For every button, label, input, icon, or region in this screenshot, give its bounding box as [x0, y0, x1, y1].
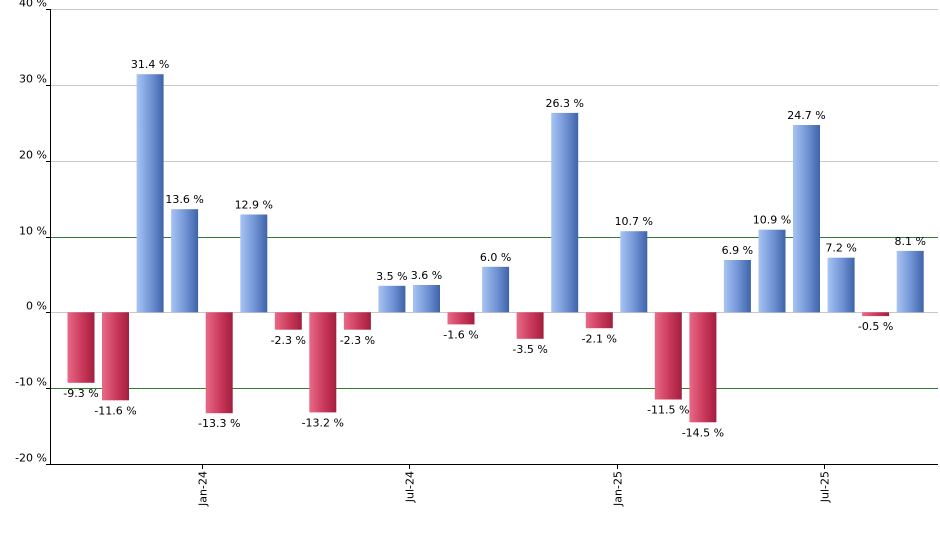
data-label: -2.3 %	[271, 334, 306, 347]
bar-positive	[896, 250, 924, 313]
data-label: 24.7 %	[787, 109, 825, 122]
data-label: 3.5 %	[376, 270, 407, 283]
data-label: 8.1 %	[894, 235, 925, 248]
data-label: -9.3 %	[63, 387, 98, 400]
x-tick-label: Jan-25	[612, 471, 625, 507]
data-label: 12.9 %	[235, 199, 273, 212]
data-labels: -9.3 % -11.6 % 31.4 % 13.6 % -13.3 % 12.9 % -2…	[63, 58, 926, 439]
data-label: -14.5 %	[682, 426, 724, 439]
bar-negative	[585, 312, 613, 329]
data-label: 6.0 %	[480, 251, 511, 264]
data-label: -13.2 %	[302, 416, 344, 429]
bar-positive	[551, 112, 579, 313]
data-label: 10.9 %	[753, 214, 791, 227]
data-label: -2.3 %	[340, 334, 375, 347]
data-label: 31.4 %	[131, 58, 169, 71]
data-label: -2.1 %	[582, 332, 617, 345]
x-tick-label: Jul-25	[819, 471, 832, 503]
bar-positive	[136, 74, 164, 313]
y-tick-label: 10 %	[19, 225, 47, 238]
data-label: 6.9 %	[722, 244, 753, 257]
y-tick-label: -20 %	[15, 452, 47, 465]
bar-negative	[274, 312, 302, 330]
bar-positive	[482, 266, 510, 313]
axes: 40 % 30 % 20 % 10 % 0 % -10 % -20 % Jan-24 Jul-2…	[15, 0, 938, 507]
data-label: 13.6 %	[165, 193, 203, 206]
x-tick-label: Jan-24	[197, 471, 210, 507]
bar-positive	[793, 125, 820, 313]
data-label: 10.7 %	[615, 215, 653, 228]
bar-positive	[171, 209, 199, 313]
bar-negative	[447, 312, 475, 325]
y-tick-label: 0 %	[26, 300, 47, 313]
data-label: 3.6 %	[411, 269, 442, 282]
data-label: -11.5 %	[647, 404, 689, 417]
y-tick-label: 20 %	[19, 149, 47, 162]
bar-negative	[309, 312, 337, 413]
data-label: -11.6 %	[94, 404, 136, 417]
bars	[67, 74, 924, 423]
bar-positive	[758, 229, 786, 313]
data-label: -1.6 %	[443, 329, 478, 342]
bar-positive	[378, 285, 406, 313]
data-label: 26.3 %	[545, 97, 583, 110]
bar-negative	[862, 312, 890, 317]
bar-negative	[102, 312, 129, 401]
bar-negative	[689, 312, 717, 423]
data-label: -13.3 %	[198, 417, 240, 430]
bar-negative	[67, 312, 95, 383]
y-tick-label: 30 %	[19, 73, 47, 86]
data-label: -0.5 %	[858, 320, 893, 333]
y-tick-label: 40 %	[19, 0, 47, 10]
data-label: -3.5 %	[512, 343, 547, 356]
y-tick-label: -10 %	[15, 376, 47, 389]
bar-positive	[723, 260, 751, 313]
bar-negative	[343, 312, 371, 330]
bar-positive	[620, 231, 648, 313]
data-label: 7.2 %	[825, 242, 856, 255]
bar-negative	[516, 312, 544, 339]
bar-positive	[240, 214, 268, 313]
x-tick-label: Jul-24	[404, 471, 417, 503]
bar-positive	[827, 257, 855, 313]
bar-negative	[205, 312, 233, 414]
bar-positive	[413, 285, 440, 313]
bar-negative	[654, 312, 682, 400]
